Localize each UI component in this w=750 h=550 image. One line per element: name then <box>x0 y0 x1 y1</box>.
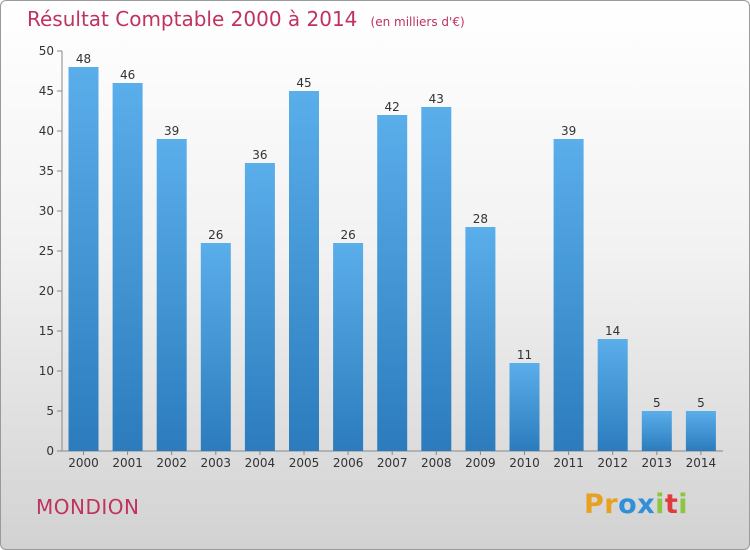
x-tick-label-2012: 2012 <box>597 456 628 470</box>
x-tick-label-2000: 2000 <box>68 456 99 470</box>
bar-2011 <box>553 139 584 451</box>
x-tick-label-2002: 2002 <box>156 456 187 470</box>
x-tick-label-2013: 2013 <box>642 456 673 470</box>
y-tick-label: 5 <box>46 404 54 418</box>
value-label-2013: 5 <box>653 396 661 410</box>
brand-letter: t <box>664 489 679 520</box>
x-tick-label-2001: 2001 <box>112 456 143 470</box>
commune-name: MONDION <box>36 495 140 519</box>
x-tick-label-2011: 2011 <box>553 456 584 470</box>
value-label-2001: 46 <box>120 68 135 82</box>
value-label-2012: 14 <box>605 324 620 338</box>
bar-2002 <box>156 139 187 451</box>
brand-letter: x <box>637 489 656 520</box>
value-label-2002: 39 <box>164 124 179 138</box>
x-tick-label-2005: 2005 <box>289 456 320 470</box>
y-tick-label: 10 <box>39 364 54 378</box>
x-tick-label-2003: 2003 <box>201 456 232 470</box>
brand-letter: i <box>655 489 665 520</box>
proxiti-logo: Proxiti <box>584 489 688 520</box>
bar-2001 <box>112 83 143 451</box>
bar-2009 <box>465 227 496 451</box>
bars <box>68 67 716 451</box>
labels: 48 2000 46 2001 39 2002 26 2003 36 2004 45 2005 26 20… <box>68 52 716 470</box>
y-tick-label: 0 <box>46 444 54 458</box>
y-tick-label: 30 <box>39 204 54 218</box>
bar-2008 <box>421 107 452 451</box>
x-tick-label-2007: 2007 <box>377 456 408 470</box>
chart-title: Résultat Comptable 2000 à 2014 <box>27 7 358 31</box>
bar-2012 <box>597 339 628 451</box>
value-label-2011: 39 <box>561 124 576 138</box>
x-tick-label-2014: 2014 <box>686 456 717 470</box>
bar-2005 <box>289 91 319 451</box>
value-label-2004: 36 <box>252 148 267 162</box>
y-tick-label: 20 <box>39 284 54 298</box>
value-label-2005: 45 <box>296 76 311 90</box>
brand-letter: o <box>618 489 638 520</box>
chart-subtitle: (en milliers d'€) <box>370 15 465 29</box>
value-label-2000: 48 <box>76 52 91 66</box>
brand-letter: r <box>604 489 619 520</box>
bar-2000 <box>68 67 99 451</box>
y-tick-label: 35 <box>39 164 54 178</box>
bar-2007 <box>377 115 408 451</box>
value-label-2006: 26 <box>340 228 355 242</box>
title-block: Résultat Comptable 2000 à 2014 (en milli… <box>27 7 465 31</box>
brand-letter: i <box>678 489 689 520</box>
value-label-2003: 26 <box>208 228 223 242</box>
bar-2010 <box>509 363 540 451</box>
bar-2003 <box>200 243 231 451</box>
axes: 0 5 10 15 20 25 30 35 40 45 50 <box>39 44 723 458</box>
x-tick-label-2008: 2008 <box>421 456 452 470</box>
y-tick-label: 45 <box>39 84 54 98</box>
value-label-2008: 43 <box>429 92 444 106</box>
brand-letter: P <box>584 489 605 520</box>
y-tick-label: 15 <box>39 324 54 338</box>
x-tick-label-2009: 2009 <box>465 456 496 470</box>
bar-2004 <box>244 163 275 451</box>
y-tick-label: 50 <box>39 44 54 58</box>
value-label-2007: 42 <box>385 100 400 114</box>
value-label-2009: 28 <box>473 212 488 226</box>
y-tick-label: 40 <box>39 124 54 138</box>
x-tick-label-2010: 2010 <box>509 456 540 470</box>
x-tick-label-2004: 2004 <box>245 456 276 470</box>
bar-2014 <box>685 411 716 451</box>
value-label-2010: 11 <box>517 348 532 362</box>
x-tick-label-2006: 2006 <box>333 456 364 470</box>
bar-2006 <box>333 243 364 451</box>
value-label-2014: 5 <box>697 396 705 410</box>
y-tick-label: 25 <box>39 244 54 258</box>
bar-2013 <box>641 411 672 451</box>
